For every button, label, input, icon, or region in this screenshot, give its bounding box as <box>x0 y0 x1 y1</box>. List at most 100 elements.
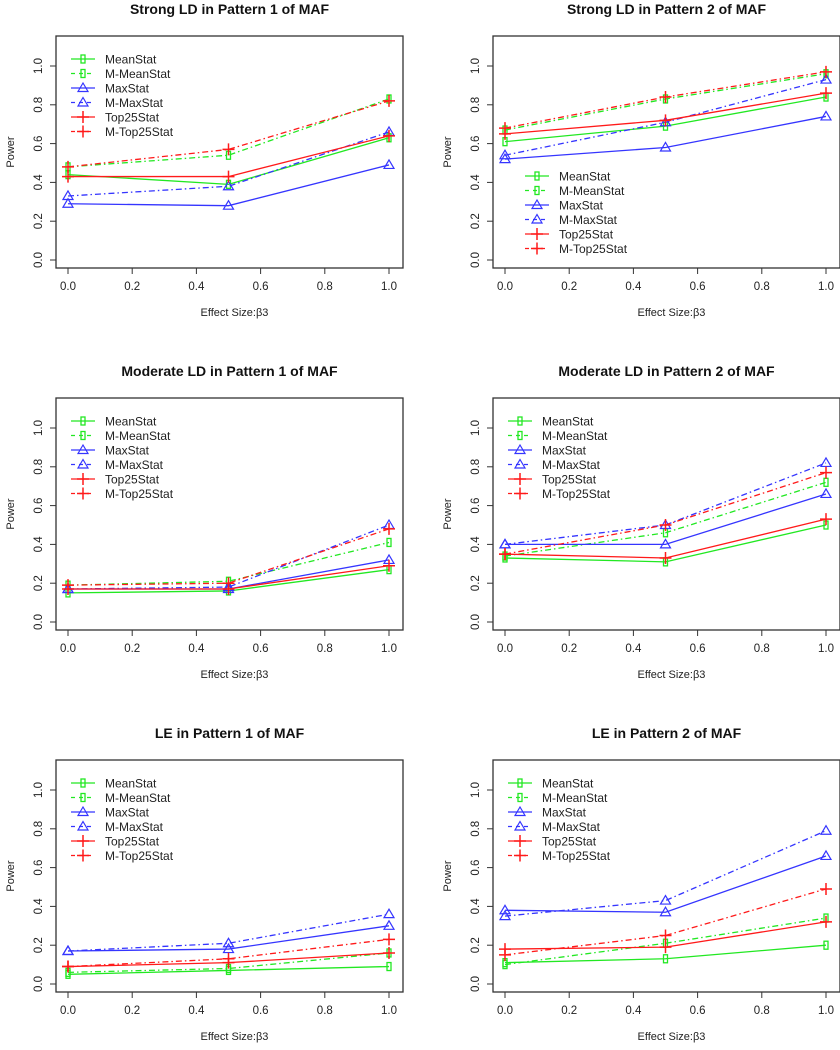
plus-marker <box>820 87 832 100</box>
triangle-marker <box>513 820 527 831</box>
legend-label: MaxStat <box>542 806 587 820</box>
series-line-meanstat <box>67 137 390 185</box>
plus-marker <box>499 548 511 561</box>
x-tick-label: 0.4 <box>188 1005 205 1017</box>
series-line-m-maxstat <box>67 131 390 197</box>
x-tick-label: 1.0 <box>818 281 834 293</box>
plus-marker <box>659 91 672 104</box>
x-tick-label: 1.0 <box>381 281 397 293</box>
y-tick-label: 1.0 <box>470 420 482 436</box>
legend-label: M-MaxStat <box>105 820 164 834</box>
legend-label: M-MaxStat <box>105 96 164 110</box>
y-tick-label: 0.0 <box>33 976 45 992</box>
y-axis-label: Power <box>5 498 17 530</box>
y-tick-label: 0.0 <box>470 976 482 992</box>
triangle-marker <box>61 189 75 201</box>
x-tick-label: 0.6 <box>690 1005 706 1017</box>
x-tick-label: 0.4 <box>625 281 642 293</box>
series-line-meanstat <box>67 965 390 975</box>
legend-label: MeanStat <box>105 777 157 791</box>
legend-label: Top25Stat <box>105 835 160 849</box>
plus-marker <box>383 559 395 572</box>
triangle-marker <box>513 443 527 455</box>
square-marker <box>80 792 86 803</box>
plus-marker <box>77 487 89 500</box>
plus-marker <box>659 551 672 564</box>
chart-title: LE in Pattern 2 of MAF <box>592 725 742 741</box>
x-tick-label: 0.6 <box>690 643 706 655</box>
legend-label: M-MaxStat <box>542 458 601 472</box>
y-tick-label: 0.2 <box>33 213 45 229</box>
plus-marker <box>77 111 89 123</box>
y-tick-label: 0.0 <box>470 252 482 268</box>
legend-label: M-MeanStat <box>105 67 171 81</box>
legend: MeanStatM-MeanStatMaxStatM-MaxStatTop25S… <box>71 777 174 863</box>
plus-marker <box>820 882 832 895</box>
y-tick-label: 1.0 <box>470 782 482 798</box>
y-axis-label: Power <box>5 136 17 168</box>
square-marker <box>534 185 540 196</box>
square-marker <box>80 430 86 441</box>
series-line-maxstat <box>504 855 827 913</box>
x-tick-label: 1.0 <box>818 643 834 655</box>
triangle-marker <box>530 213 544 224</box>
x-tick-label: 0.0 <box>60 643 76 655</box>
plus-marker <box>383 522 395 535</box>
chart-title: Strong LD in Pattern 1 of MAF <box>130 1 330 17</box>
plus-marker <box>77 835 89 847</box>
plus-marker <box>659 941 672 954</box>
square-marker <box>534 171 540 181</box>
legend-label: M-MeanStat <box>105 429 171 443</box>
x-tick-label: 1.0 <box>818 1005 834 1017</box>
legend-label: MaxStat <box>542 444 587 458</box>
chart-panel: Strong LD in Pattern 1 of MAF 0.0 0.2 0.4 0.… <box>5 1 404 319</box>
plus-marker <box>499 948 511 961</box>
plus-marker <box>659 114 672 127</box>
triangle-marker <box>76 820 90 831</box>
plus-marker <box>62 160 74 173</box>
triangle-marker <box>222 937 235 948</box>
legend-label: MaxStat <box>559 199 604 213</box>
y-tick-label: 0.6 <box>33 498 45 514</box>
plot-frame <box>492 397 840 631</box>
x-tick-label: 0.6 <box>253 643 269 655</box>
plus-marker <box>77 473 89 485</box>
legend-label: M-MeanStat <box>559 184 625 198</box>
plus-marker <box>531 242 543 255</box>
x-tick-label: 0.4 <box>625 1005 642 1017</box>
triangle-marker <box>819 110 833 121</box>
legend-label: MeanStat <box>105 415 157 429</box>
triangle-marker <box>76 443 90 455</box>
x-tick-label: 0.2 <box>561 281 577 293</box>
triangle-marker <box>498 904 512 915</box>
x-tick-label: 0.6 <box>253 1005 269 1017</box>
x-tick-label: 1.0 <box>381 643 397 655</box>
y-tick-label: 0.4 <box>33 536 45 553</box>
legend-label: Top25Stat <box>542 473 597 487</box>
series-line-top25stat <box>68 135 390 178</box>
x-tick-label: 0.2 <box>124 1005 140 1017</box>
y-tick-label: 0.4 <box>33 174 45 191</box>
plus-marker <box>383 94 395 107</box>
legend-label: M-MaxStat <box>542 820 601 834</box>
square-marker <box>517 430 523 441</box>
y-tick-label: 0.2 <box>470 937 482 953</box>
triangle-marker <box>382 158 396 170</box>
triangle-marker <box>222 942 235 954</box>
triangle-marker <box>498 149 512 160</box>
y-axis-label: Power <box>442 136 454 168</box>
y-tick-label: 0.6 <box>33 860 45 876</box>
legend-label: M-MeanStat <box>542 791 608 805</box>
plus-marker <box>62 960 74 973</box>
series-line-m-meanstat <box>504 917 827 966</box>
triangle-marker <box>659 141 672 152</box>
triangle-marker <box>382 919 396 930</box>
square-marker <box>80 68 86 79</box>
y-axis-label: Power <box>442 498 454 530</box>
y-tick-label: 1.0 <box>33 58 45 74</box>
x-tick-label: 0.4 <box>188 643 205 655</box>
plus-marker <box>514 487 526 500</box>
triangle-marker <box>498 538 512 549</box>
plus-marker <box>383 129 395 142</box>
plus-marker <box>531 228 543 240</box>
